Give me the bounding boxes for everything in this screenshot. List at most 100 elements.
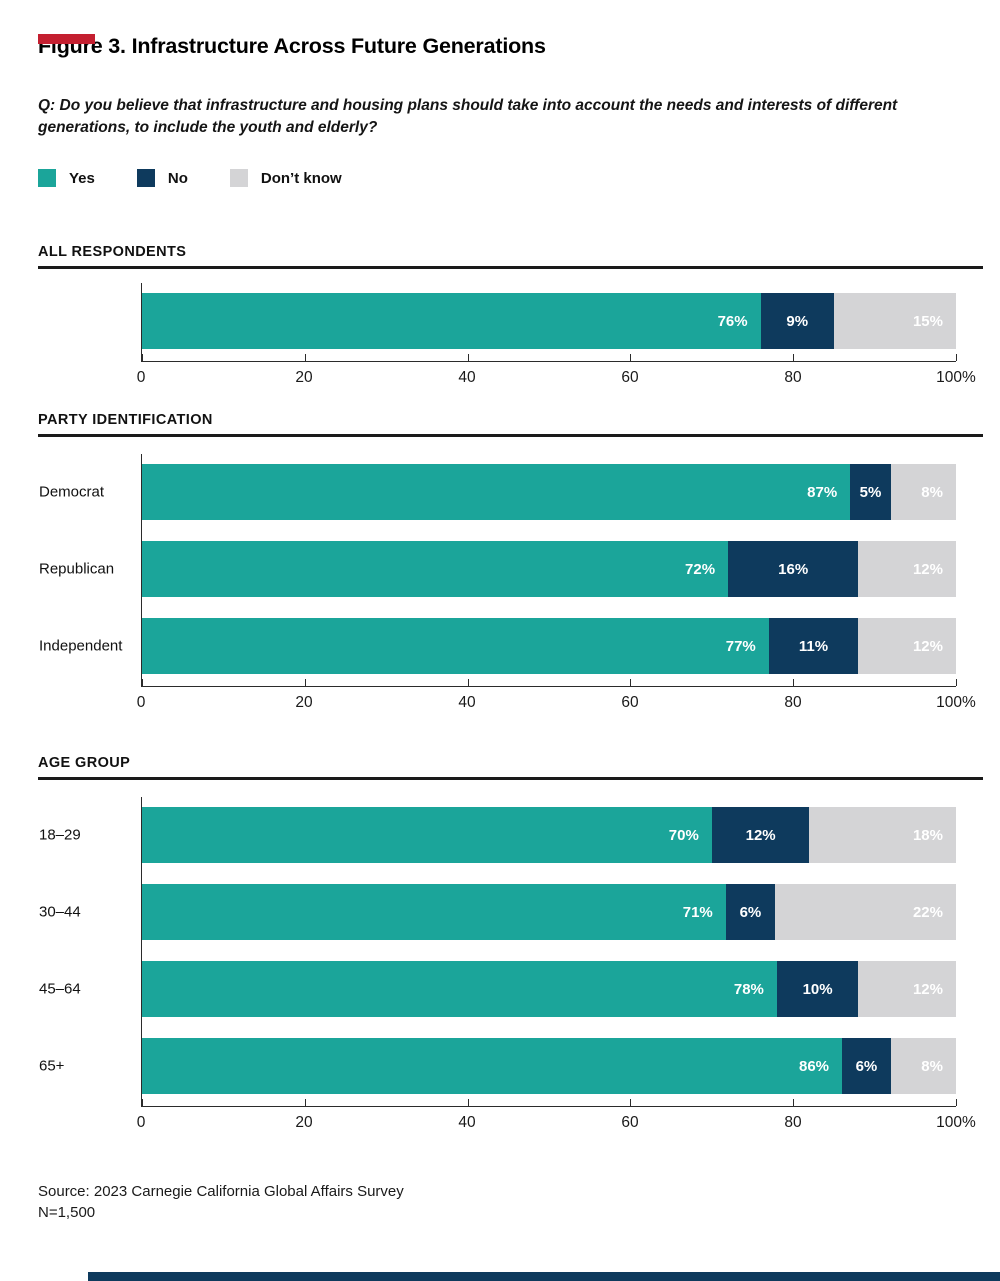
- bar-segment-dont-know: 12%: [858, 541, 956, 597]
- source-note: Source: 2023 Carnegie California Global …: [38, 1181, 983, 1223]
- stacked-bar: 70% 12% 18%: [142, 807, 956, 863]
- bar-row: 30–44 71% 6% 22%: [39, 884, 956, 940]
- bar-segment-no: 5%: [850, 464, 891, 520]
- axis-tick: [630, 1099, 632, 1106]
- segment-value-label: 5%: [859, 483, 882, 501]
- axis-tick: [142, 354, 143, 361]
- sample-size: N=1,500: [38, 1204, 96, 1221]
- segment-value-label: 86%: [799, 1057, 830, 1075]
- axis-tick: [142, 1099, 143, 1106]
- x-axis-labels: 0 20 40 60 80 100%: [137, 1114, 976, 1133]
- legend-item-no: No: [136, 169, 188, 187]
- bar-segment-dont-know: 12%: [858, 961, 956, 1017]
- stacked-bar: 71% 6% 22%: [142, 884, 956, 940]
- stacked-bar: 77% 11% 12%: [142, 618, 956, 674]
- chart-rows: 76% 9% 15%: [142, 293, 956, 349]
- segment-value-label: 12%: [912, 637, 943, 655]
- segment-value-label: 78%: [733, 980, 764, 998]
- category-label: 30–44: [39, 903, 81, 921]
- axis-tick: [467, 679, 469, 686]
- axis-tick-label: 60: [621, 1114, 639, 1131]
- bar-segment-no: 12%: [711, 807, 810, 863]
- bar-row: Independent 77% 11% 12%: [39, 618, 956, 674]
- survey-question: Q: Do you believe that infrastructure an…: [38, 95, 983, 139]
- chart-rows: 18–29 70% 12% 18% 30–44 71% 6% 22% 45–64 78% 10% 12…: [39, 807, 956, 1094]
- chart-rows: Democrat 87% 5% 8% Republican 72% 16% 12% Indepe…: [39, 464, 956, 674]
- legend-swatch-yes: [38, 169, 56, 187]
- bar-segment-yes: 77%: [142, 618, 769, 674]
- bar-row: 18–29 70% 12% 18%: [39, 807, 956, 863]
- legend-item-dont-know: Don’t know: [229, 169, 342, 187]
- stacked-bar: 78% 10% 12%: [142, 961, 956, 1017]
- bar-row: Democrat 87% 5% 8%: [39, 464, 956, 520]
- axis-tick: [956, 354, 957, 361]
- survey-question-line2: generations, to include the youth and el…: [38, 119, 378, 136]
- chart-legend: Yes No Don’t know: [38, 169, 983, 187]
- bar-row: 45–64 78% 10% 12%: [39, 961, 956, 1017]
- bar-segment-dont-know: 8%: [890, 1038, 956, 1094]
- bar-segment-yes: 70%: [142, 807, 712, 863]
- legend-swatch-dont-know: [229, 169, 248, 187]
- segment-value-label: 70%: [668, 826, 699, 844]
- chart-plot-party-identification: Democrat 87% 5% 8% Republican 72% 16% 12% Indepe…: [39, 454, 957, 687]
- bar-segment-dont-know: 15%: [833, 293, 956, 349]
- axis-tick-label: 0: [136, 369, 146, 386]
- section-heading-age-group: AGE GROUP: [38, 755, 131, 771]
- section-rule: [38, 434, 983, 437]
- category-label: Republican: [39, 560, 115, 578]
- axis-tick: [467, 354, 469, 361]
- axis-tick-label: 80: [784, 694, 802, 711]
- bar-segment-no: 11%: [768, 618, 859, 674]
- axis-tick-label: 20: [295, 694, 313, 711]
- segment-value-label: 77%: [725, 637, 756, 655]
- segment-value-label: 16%: [778, 560, 809, 578]
- bar-segment-dont-know: 8%: [890, 464, 956, 520]
- category-label: 65+: [39, 1057, 65, 1075]
- segment-value-label: 8%: [921, 483, 943, 501]
- segment-value-label: 15%: [912, 312, 943, 330]
- section-rule: [38, 777, 983, 780]
- source-line: Source: 2023 Carnegie California Global …: [38, 1183, 404, 1200]
- bar-segment-dont-know: 12%: [858, 618, 956, 674]
- segment-value-label: 6%: [855, 1057, 878, 1075]
- axis-tick: [630, 354, 632, 361]
- segment-value-label: 6%: [739, 903, 762, 921]
- stacked-bar: 76% 9% 15%: [142, 293, 956, 349]
- section-rule: [38, 266, 983, 269]
- axis-tick-label: 40: [458, 694, 476, 711]
- segment-value-label: 87%: [807, 483, 838, 501]
- axis-tick-label: 40: [458, 1114, 476, 1131]
- legend-item-yes: Yes: [38, 169, 95, 187]
- axis-tick: [304, 1099, 306, 1106]
- bar-segment-no: 9%: [760, 293, 834, 349]
- chart-plot-all-respondents: 76% 9% 15%: [141, 283, 957, 362]
- axis-tick: [304, 354, 306, 361]
- figure-title: Figure 3. Infrastructure Across Future G…: [38, 34, 546, 58]
- bar-segment-dont-know: 22%: [775, 884, 956, 940]
- segment-value-label: 12%: [745, 826, 776, 844]
- bar-segment-yes: 71%: [142, 884, 726, 940]
- axis-tick: [467, 1099, 469, 1106]
- axis-tick: [956, 1099, 957, 1106]
- axis-tick: [793, 1099, 795, 1106]
- bar-segment-no: 10%: [776, 961, 859, 1017]
- axis-tick-label: 60: [621, 694, 639, 711]
- bar-segment-no: 6%: [842, 1038, 891, 1094]
- x-axis-labels: 0 20 40 60 80 100%: [137, 369, 976, 388]
- legend-label-dont-know: Don’t know: [260, 169, 342, 187]
- category-label: Democrat: [39, 483, 105, 501]
- category-label: 18–29: [39, 826, 81, 844]
- top-accent-mark: [38, 34, 95, 44]
- section-heading-party-identification: PARTY IDENTIFICATION: [38, 412, 213, 428]
- category-label: 45–64: [39, 980, 81, 998]
- bottom-accent-bar: [88, 1272, 1000, 1281]
- axis-tick: [793, 679, 795, 686]
- segment-value-label: 8%: [921, 1057, 943, 1075]
- segment-value-label: 12%: [912, 980, 943, 998]
- legend-label-no: No: [167, 169, 188, 187]
- bar-segment-yes: 87%: [142, 464, 851, 520]
- stacked-bar: 72% 16% 12%: [142, 541, 956, 597]
- axis-tick: [304, 679, 306, 686]
- stacked-bar: 86% 6% 8%: [142, 1038, 956, 1094]
- segment-value-label: 71%: [682, 903, 713, 921]
